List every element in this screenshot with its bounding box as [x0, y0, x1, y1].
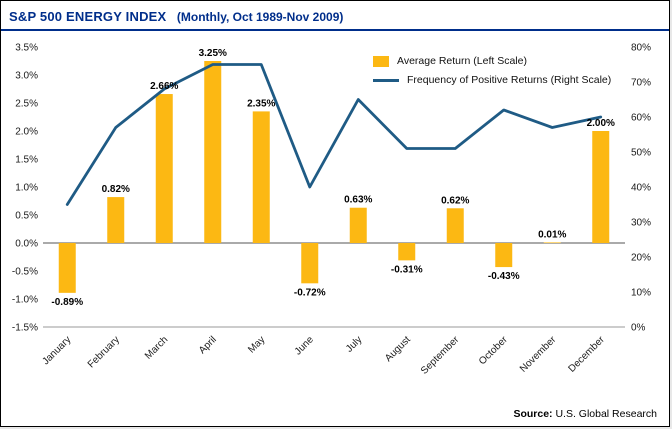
bar — [446, 208, 464, 243]
bar — [349, 207, 367, 243]
legend-label: Average Return (Left Scale) — [397, 55, 527, 67]
bar — [252, 111, 270, 244]
bar-value-label: 0.63% — [344, 195, 372, 206]
month-label: March — [143, 334, 170, 361]
bar — [543, 242, 561, 244]
page-title: S&P 500 ENERGY INDEX — [9, 9, 167, 24]
month-label: September — [419, 334, 462, 377]
left-axis-tick: 0.0% — [15, 239, 38, 250]
left-axis-tick: 1.5% — [15, 155, 38, 166]
bar — [58, 243, 76, 293]
frequency-line — [65, 63, 603, 206]
bar — [398, 243, 416, 261]
page-subtitle: (Monthly, Oct 1989-Nov 2009) — [176, 10, 344, 24]
month-label: December — [566, 334, 607, 375]
bar-value-label: -0.43% — [488, 271, 520, 282]
right-axis-tick: 30% — [631, 218, 651, 229]
left-axis-tick: 2.5% — [15, 99, 38, 110]
left-axis-tick: 2.0% — [15, 127, 38, 138]
right-axis-tick: 40% — [631, 183, 651, 194]
month-label: June — [293, 334, 316, 357]
combo-chart-svg: 3.5% 3.0% 2.5% 2.0% 1.5% 1.0% 0.5% 0.0% -0.5% -1.… — [12, 43, 651, 377]
right-axis-tick: 0% — [631, 323, 646, 334]
bar-value-label: 2.00% — [587, 118, 615, 129]
right-axis-tick: 20% — [631, 253, 651, 264]
right-axis-tick: 50% — [631, 148, 651, 159]
month-label: October — [477, 334, 510, 367]
right-axis-tick: 10% — [631, 288, 651, 299]
legend-item-frequency: Frequency of Positive Returns (Right Sca… — [373, 74, 611, 86]
bar — [204, 61, 222, 243]
legend-label: Frequency of Positive Returns (Right Sca… — [407, 74, 612, 86]
legend-item-average-return: Average Return (Left Scale) — [373, 55, 611, 67]
bar — [155, 94, 173, 243]
month-label: May — [246, 334, 267, 355]
left-axis-tick: -1.0% — [12, 295, 38, 306]
month-label: November — [518, 334, 559, 375]
left-axis-tick: 3.0% — [15, 71, 38, 82]
left-axis-tick: 0.5% — [15, 211, 38, 222]
right-axis-tick: 60% — [631, 113, 651, 124]
source-label: Source: — [513, 408, 553, 420]
chart-area: 3.5% 3.0% 2.5% 2.0% 1.5% 1.0% 0.5% 0.0% -0.5% -1.… — [1, 33, 669, 394]
right-axis-tick: 70% — [631, 78, 651, 89]
bar-value-label: 0.62% — [441, 195, 469, 206]
bar-value-label: 2.35% — [247, 98, 275, 109]
left-axis-tick: 3.5% — [15, 43, 38, 54]
chart-header: S&P 500 ENERGY INDEX (Monthly, Oct 1989-… — [1, 1, 669, 31]
month-label: August — [383, 334, 413, 364]
bar-value-label: 3.25% — [199, 48, 227, 59]
month-label: February — [86, 334, 122, 370]
bar-value-label: 0.82% — [102, 184, 130, 195]
source-text: U.S. Global Research — [552, 408, 657, 420]
left-axis-tick: -0.5% — [12, 267, 38, 278]
bar-value-label: -0.72% — [294, 287, 326, 298]
month-label: January — [40, 334, 73, 367]
left-axis-tick: 1.0% — [15, 183, 38, 194]
bar — [107, 197, 125, 243]
bar-value-label: -0.31% — [391, 264, 423, 275]
chart-legend: Average Return (Left Scale) Frequency of… — [373, 55, 611, 86]
bar — [495, 243, 513, 268]
month-label: July — [344, 334, 364, 354]
source-credit: Source: U.S. Global Research — [513, 408, 657, 420]
bar — [301, 243, 319, 284]
bar-swatch-icon — [373, 55, 389, 67]
bar — [592, 131, 610, 243]
right-axis-tick: 80% — [631, 43, 651, 54]
bar-value-label: -0.89% — [51, 297, 83, 308]
line-swatch-icon — [373, 78, 399, 82]
bar-value-label: 2.66% — [150, 81, 178, 92]
month-label: April — [197, 334, 219, 356]
left-axis-tick: -1.5% — [12, 323, 38, 334]
bar-value-label: 0.01% — [538, 229, 566, 240]
